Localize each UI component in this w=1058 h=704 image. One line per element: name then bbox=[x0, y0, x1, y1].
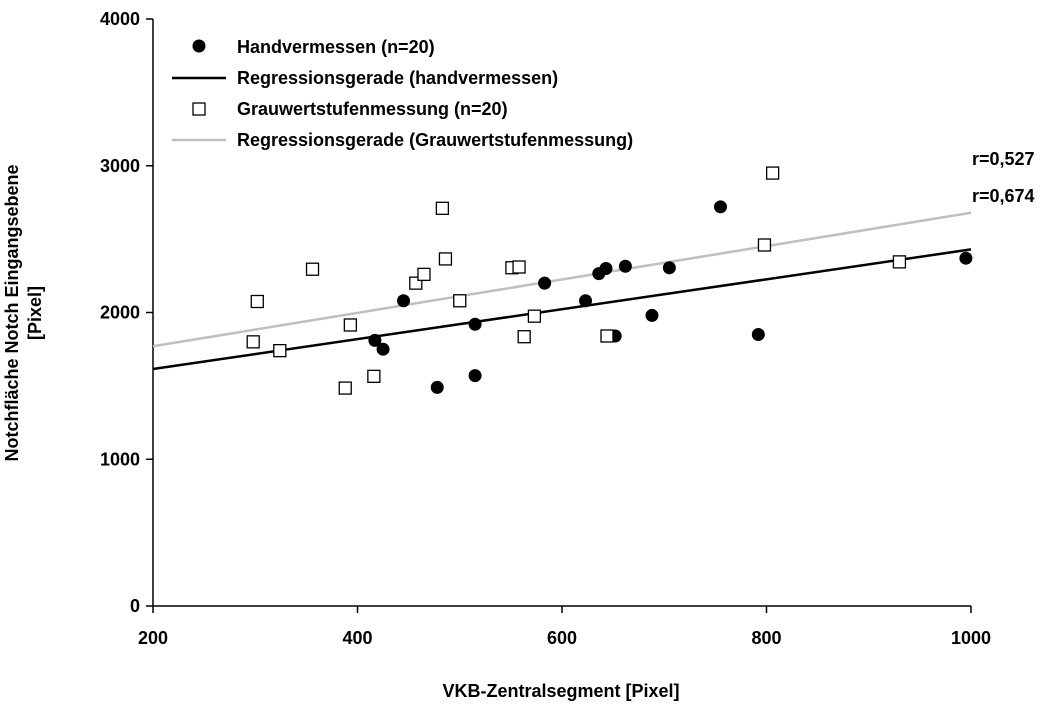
legend-label-grauwert: Grauwertstufenmessung (n=20) bbox=[237, 99, 508, 119]
data-point-grauwert bbox=[417, 267, 431, 281]
data-point-handvermessen bbox=[430, 380, 444, 394]
y-tick-label: 3000 bbox=[100, 156, 140, 176]
data-point-grauwert bbox=[512, 260, 526, 274]
y-tick-label: 2000 bbox=[100, 303, 140, 323]
r-annotation-1: r=0,527 bbox=[972, 149, 1035, 169]
r-annotation-2: r=0,674 bbox=[972, 186, 1035, 206]
data-point-grauwert bbox=[892, 255, 907, 269]
data-point-handvermessen bbox=[618, 259, 632, 273]
y-tick-label: 1000 bbox=[100, 449, 140, 469]
data-point-grauwert bbox=[527, 309, 542, 323]
data-point-grauwert bbox=[765, 166, 780, 180]
data-point-grauwert bbox=[453, 294, 467, 308]
data-point-grauwert bbox=[435, 201, 450, 215]
data-point-handvermessen bbox=[538, 276, 552, 290]
x-tick-label: 200 bbox=[138, 628, 168, 648]
data-point-handvermessen bbox=[599, 261, 613, 275]
legend-marker-grauwert bbox=[192, 102, 206, 116]
x-tick-label: 400 bbox=[342, 628, 372, 648]
x-tick-label: 1000 bbox=[951, 628, 991, 648]
data-point-grauwert bbox=[757, 238, 772, 252]
data-point-handvermessen bbox=[468, 369, 482, 383]
data-point-grauwert bbox=[517, 330, 531, 344]
data-point-grauwert bbox=[367, 369, 381, 383]
plot-area: 0 1000 2000 3000 4000 200 400 600 800 1000 bbox=[100, 9, 991, 648]
y-tick-label: 0 bbox=[130, 596, 140, 616]
regression-line bbox=[152, 211, 972, 348]
y-tick-label: 4000 bbox=[100, 9, 140, 29]
data-point-handvermessen bbox=[751, 328, 765, 342]
data-point-grauwert bbox=[305, 262, 320, 276]
data-point-handvermessen bbox=[468, 317, 482, 331]
data-point-grauwert bbox=[338, 381, 352, 395]
legend-marker-handvermessen bbox=[192, 39, 206, 53]
legend-label-regression-hand: Regressionsgerade (handvermessen) bbox=[237, 68, 558, 88]
data-point-handvermessen bbox=[959, 251, 973, 265]
data-point-grauwert bbox=[600, 329, 614, 343]
data-point-grauwert bbox=[250, 294, 264, 309]
data-point-handvermessen bbox=[713, 200, 727, 214]
regression-line bbox=[152, 248, 972, 371]
data-point-handvermessen bbox=[368, 333, 382, 347]
data-point-grauwert bbox=[273, 344, 287, 358]
data-point-grauwert bbox=[343, 318, 357, 332]
x-axis-title: VKB-Zentralsegment [Pixel] bbox=[442, 681, 679, 701]
data-point-handvermessen bbox=[662, 261, 676, 275]
data-point-handvermessen bbox=[579, 294, 593, 308]
x-tick-label: 800 bbox=[751, 628, 781, 648]
data-point-handvermessen bbox=[397, 294, 411, 308]
data-point-handvermessen bbox=[376, 342, 390, 356]
y-axis-title-line1: Notchfläche Notch Eingangsebene bbox=[2, 164, 22, 461]
x-tick-label: 600 bbox=[547, 628, 577, 648]
data-point-grauwert bbox=[438, 252, 453, 266]
y-axis-title-line2: [Pixel] bbox=[25, 286, 45, 340]
legend-label-handvermessen: Handvermessen (n=20) bbox=[237, 37, 435, 57]
data-point-handvermessen bbox=[645, 308, 659, 322]
data-point-grauwert bbox=[246, 335, 260, 349]
legend: Handvermessen (n=20) Regressionsgerade (… bbox=[172, 37, 633, 150]
legend-label-regression-grauwert: Regressionsgerade (Grauwertstufenmessung… bbox=[237, 130, 633, 150]
